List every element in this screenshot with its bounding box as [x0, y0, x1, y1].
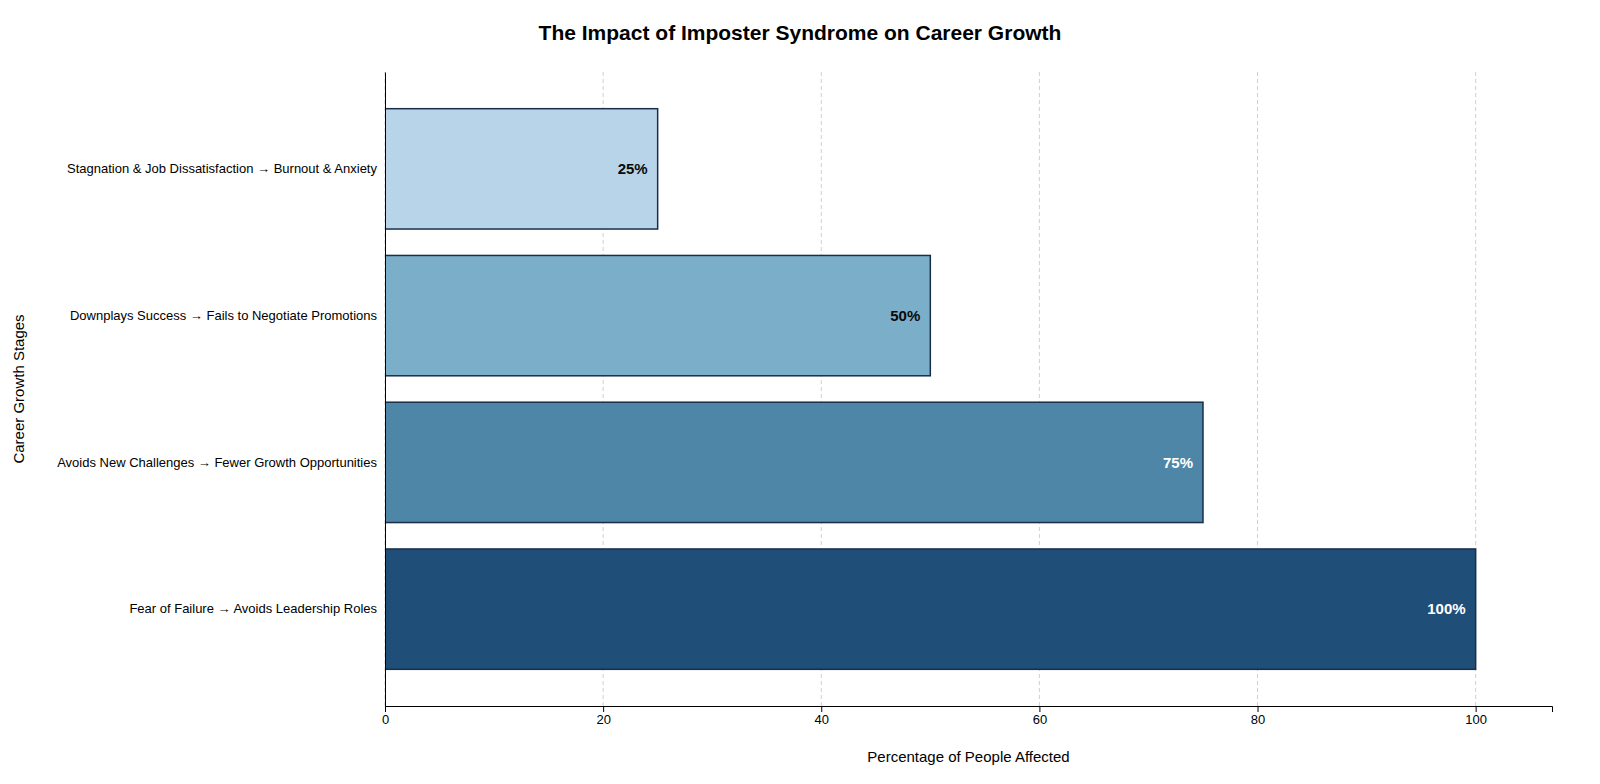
y-tick: Stagnation & Job Dissatisfaction → Burno…: [67, 161, 378, 176]
x-axis-line: [386, 707, 1553, 713]
x-tick-mark: [1476, 706, 1477, 712]
x-tick-mark: [1258, 706, 1259, 712]
x-tick: 20: [596, 706, 610, 727]
data-label: 100%: [1427, 600, 1465, 617]
x-tick: 100: [1465, 706, 1487, 727]
y-tick-label: Avoids New Challenges → Fewer Growth Opp…: [57, 455, 377, 470]
y-tick: Avoids New Challenges → Fewer Growth Opp…: [57, 455, 377, 470]
x-tick: 0: [382, 706, 389, 727]
y-tick: Fear of Failure → Avoids Leadership Role…: [129, 601, 377, 616]
x-tick-label: 40: [815, 712, 829, 727]
x-tick: 60: [1033, 706, 1047, 727]
data-labels: 100% 75% 50% 25%: [618, 160, 1466, 617]
x-tick-label: 100: [1465, 712, 1487, 727]
x-tick-mark: [1039, 706, 1040, 712]
title: The Impact of Imposter Syndrome on Caree…: [539, 21, 1062, 44]
data-label: 50%: [890, 307, 920, 324]
y-tick-label: Stagnation & Job Dissatisfaction → Burno…: [67, 161, 378, 176]
y-axis: Fear of Failure → Avoids Leadership Role…: [57, 73, 385, 707]
y-tick-label: Downplays Success → Fails to Negotiate P…: [70, 308, 378, 323]
x-tick-label: 20: [596, 712, 610, 727]
grid-line: [385, 72, 386, 706]
x-tick-mark: [385, 706, 386, 712]
x-tick-label: 60: [1033, 712, 1047, 727]
x-tick-mark: [603, 706, 604, 712]
bar: [385, 549, 1476, 669]
bar: [385, 255, 930, 375]
x-tick-label: 80: [1251, 712, 1265, 727]
bars: [385, 109, 1476, 670]
data-label: 75%: [1163, 454, 1193, 471]
x-axis: 0 20 40 60 80 100: [382, 706, 1553, 727]
x-tick: 80: [1251, 706, 1265, 727]
y-tick-label: Fear of Failure → Avoids Leadership Role…: [129, 601, 377, 616]
bar: [385, 109, 658, 229]
x-axis-title: Percentage of People Affected: [867, 748, 1069, 765]
x-tick-label: 0: [382, 712, 389, 727]
y-axis-line: [385, 73, 386, 707]
chart: 100% 75% 50% 25% 0 20 40 60 80 100 Fear of Failure…: [0, 0, 1600, 784]
x-tick: 40: [815, 706, 829, 727]
plot: 100% 75% 50% 25% 0 20 40 60 80 100 Fear of Failure…: [57, 72, 1552, 727]
data-label: 25%: [618, 160, 648, 177]
bar: [385, 402, 1203, 522]
grid: [385, 72, 1476, 706]
y-tick: Downplays Success → Fails to Negotiate P…: [70, 308, 378, 323]
x-tick-mark: [821, 706, 822, 712]
y-axis-title: Career Growth Stages: [10, 314, 27, 463]
